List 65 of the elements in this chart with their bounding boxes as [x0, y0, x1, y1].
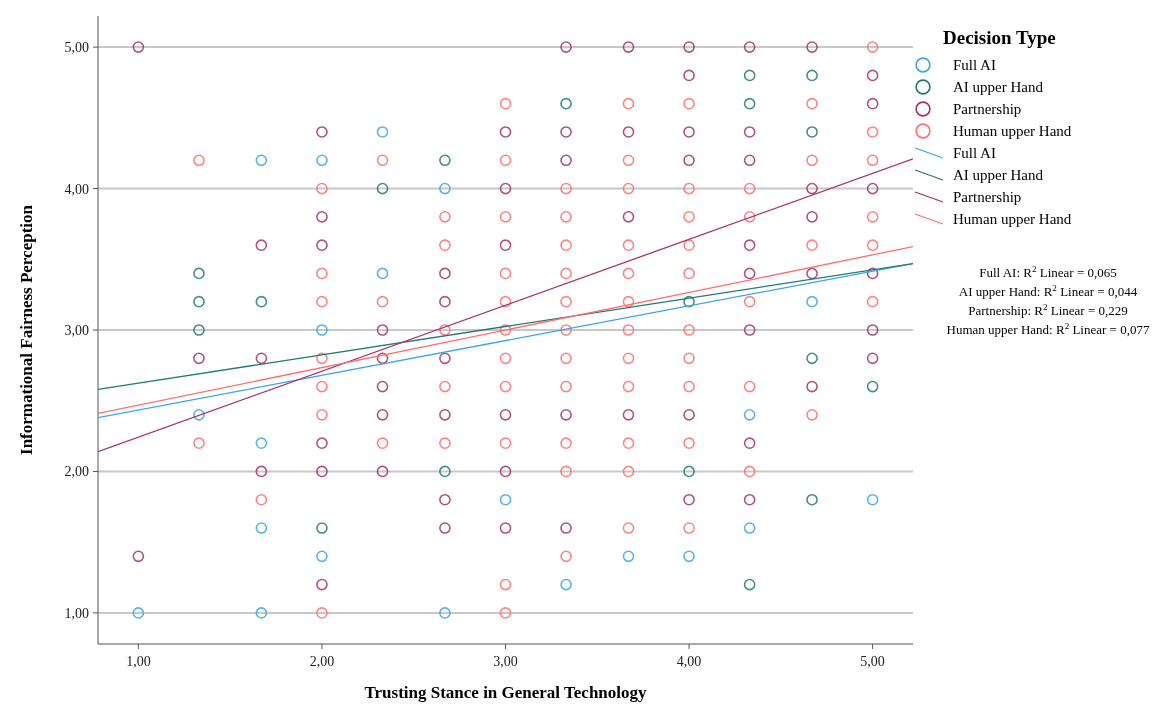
point — [806, 126, 818, 138]
point — [439, 465, 451, 478]
x-axis-title: Trusting Stance in General Technology — [364, 683, 648, 702]
point — [622, 550, 635, 563]
legend-label: Full AI — [953, 145, 996, 161]
legend-label: Human upper Hand — [953, 211, 1072, 227]
point — [866, 493, 879, 506]
point — [193, 267, 205, 280]
point — [255, 607, 268, 619]
y-tick-label: 3,00 — [64, 323, 89, 338]
point — [806, 295, 818, 308]
legend-label: Partnership — [953, 101, 1022, 117]
legend-label: AI upper Hand — [953, 167, 1044, 183]
point — [439, 182, 451, 195]
point — [560, 97, 572, 110]
point — [255, 295, 268, 308]
y-tick-label: 5,00 — [64, 40, 89, 56]
point — [439, 607, 451, 619]
point — [316, 154, 328, 167]
point — [866, 380, 879, 393]
point — [255, 437, 268, 449]
y-tick-label: 2,00 — [64, 464, 89, 480]
x-tick-label: 3,00 — [493, 654, 518, 669]
point — [683, 550, 695, 563]
point — [806, 493, 818, 506]
legend-title: Decision Type — [943, 27, 1056, 48]
y-axis-title: Informational Fairness Perception — [17, 204, 36, 455]
point — [683, 465, 695, 478]
text: AI upper Hand: R$^{2}$ Linear = 0,044 — [958, 283, 1138, 299]
point — [743, 578, 756, 591]
point — [376, 182, 389, 195]
point — [499, 493, 512, 506]
x-tick-label: 1,00 — [126, 654, 151, 669]
text: Full AI: R$^{2}$ Linear = 0,065 — [979, 264, 1117, 280]
point — [316, 324, 328, 336]
text: Human upper Hand: R$^{2}$ Linear = 0,077 — [946, 321, 1150, 337]
point — [193, 409, 205, 421]
point — [743, 69, 756, 82]
point — [806, 69, 818, 82]
point — [132, 607, 145, 619]
point — [193, 295, 205, 308]
point — [439, 154, 451, 167]
point — [255, 154, 268, 167]
text: Partnership: R$^{2}$ Linear = 0,229 — [968, 302, 1128, 318]
y-tick-label: 1,00 — [64, 605, 89, 621]
point — [683, 295, 695, 308]
legend-label: Full AI — [953, 57, 996, 73]
point — [376, 267, 389, 280]
point — [316, 550, 328, 563]
point — [743, 97, 756, 110]
x-tick-label: 4,00 — [676, 654, 702, 669]
legend-label: Human upper Hand — [953, 123, 1072, 139]
point — [806, 352, 818, 365]
y-tick-label: 4,00 — [64, 181, 89, 197]
point — [743, 522, 756, 534]
legend-label: Partnership — [953, 189, 1022, 205]
point — [560, 578, 572, 591]
legend-label: AI upper Hand — [953, 79, 1044, 95]
x-tick-label: 5,00 — [860, 654, 885, 669]
point — [193, 324, 205, 336]
point — [255, 522, 268, 534]
point — [743, 409, 756, 421]
x-tick-label: 2,00 — [309, 654, 335, 669]
point — [376, 126, 389, 138]
point — [316, 522, 328, 534]
